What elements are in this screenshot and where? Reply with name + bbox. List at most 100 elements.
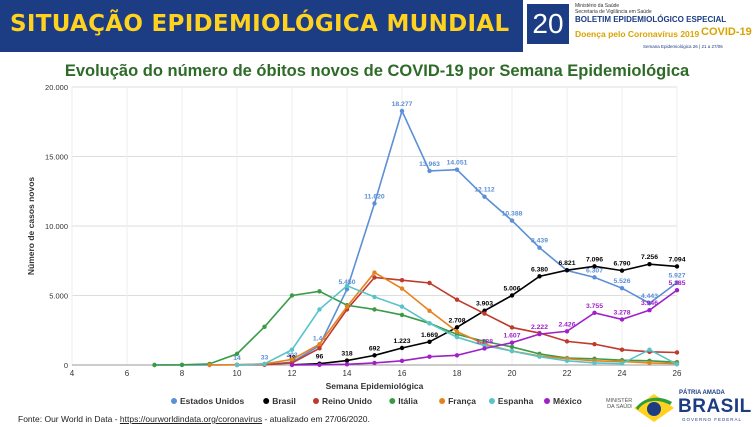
legend-marker [544, 398, 550, 404]
data-label: 3.755 [586, 303, 603, 310]
y-tick-label: 15.000 [45, 153, 68, 162]
x-axis-label: Semana Epidemiológica [326, 381, 424, 391]
brasil-wordmark: BRASIL [678, 396, 752, 417]
legend-marker [389, 398, 396, 404]
series-itália [152, 289, 680, 368]
data-point [399, 278, 405, 283]
deaths-line-chart: 0 5.000 10.000 15.000 20.000 4 6 8 10 12 14 16 18 20 2… [26, 83, 686, 406]
data-point [454, 325, 460, 330]
legend-marker [263, 398, 270, 404]
data-point [399, 345, 405, 351]
data-point [482, 194, 487, 199]
data-label: 5.450 [338, 279, 355, 286]
x-tick-label: 16 [398, 369, 407, 378]
data-point [509, 340, 515, 345]
legend-label: Espanha [498, 396, 534, 406]
y-axis-label: Número de casos novos [26, 177, 36, 276]
legend-label: França [448, 396, 476, 406]
bulletin-ministry-line2: Secretaria de Vigilância em Saúde [575, 9, 652, 15]
data-label: 5.927 [668, 273, 685, 280]
data-point [372, 201, 377, 206]
data-point [317, 289, 322, 294]
data-point [647, 307, 652, 313]
data-label: 6.307 [586, 267, 603, 274]
data-label: 1.607 [503, 333, 520, 340]
data-point [619, 361, 625, 366]
data-label: 10.388 [502, 211, 523, 218]
data-label: 5.526 [613, 278, 630, 285]
y-tick-label: 5.000 [49, 292, 68, 301]
data-label: 2.222 [531, 324, 548, 331]
data-point [289, 362, 295, 368]
data-label: 1.44 [313, 336, 326, 343]
y-tick-label: 20.000 [45, 83, 68, 92]
data-point [674, 287, 680, 293]
data-point [592, 275, 597, 280]
data-label: 1.188 [476, 338, 493, 345]
x-tick-label: 20 [508, 369, 517, 378]
series-brasil: 18963186921.2231.6692.7083.9035.0066.380… [288, 254, 686, 367]
header-bar: SITUAÇÃO EPIDEMIOLÓGICA MUNDIAL 20 Minis… [0, 0, 754, 52]
source-suffix: - atualizado em 27/06/2020. [262, 414, 370, 424]
legend-item: França [439, 396, 476, 406]
x-tick-label: 6 [125, 369, 130, 378]
data-label: 8.439 [531, 238, 548, 245]
data-point [482, 346, 487, 351]
data-point [537, 354, 542, 359]
data-label: 203 [286, 352, 298, 359]
legend-item: Itália [389, 396, 418, 406]
x-tick-label: 12 [288, 369, 297, 378]
data-point [592, 341, 597, 347]
data-label: 7.094 [668, 256, 685, 263]
data-point [537, 245, 542, 250]
legend-label: Itália [398, 396, 418, 406]
data-point [619, 285, 625, 291]
data-label: 3.946 [641, 300, 658, 307]
data-label: 14.051 [447, 160, 468, 167]
bulletin-badge: 20 Ministério da Saúde Secretaria de Vig… [523, 0, 754, 52]
data-point [234, 362, 240, 368]
x-tick-label: 4 [70, 369, 75, 378]
data-point [372, 353, 377, 358]
legend-marker [439, 398, 446, 404]
x-tick-label: 8 [180, 369, 185, 378]
data-point [344, 358, 350, 363]
data-label: 18.277 [392, 101, 413, 108]
data-point [509, 325, 515, 330]
data-point [372, 360, 377, 366]
x-tick-label: 24 [618, 369, 627, 378]
legend-label: México [553, 396, 582, 406]
data-point [372, 275, 377, 280]
data-point [344, 362, 350, 367]
data-point [179, 362, 185, 368]
data-point [647, 301, 652, 306]
data-point [289, 293, 295, 298]
y-tick-label: 0 [64, 361, 68, 370]
series-line [154, 290, 678, 366]
data-point [592, 264, 597, 269]
data-label: 13.963 [419, 161, 440, 168]
data-label: 33 [261, 355, 269, 362]
data-point [674, 362, 680, 367]
source-link[interactable]: https://ourworldindata.org/coronavirus [119, 414, 263, 424]
legend-item: Reino Unido [313, 396, 372, 406]
data-point [509, 293, 515, 298]
data-label: 5.385 [668, 280, 685, 287]
source-note: Fonte: Our World in Data - https://ourwo… [18, 414, 370, 424]
x-tick-label: 22 [563, 369, 572, 378]
series-frança [207, 270, 680, 368]
data-point [317, 307, 322, 312]
data-point [454, 329, 460, 334]
data-point [564, 339, 570, 344]
data-point [262, 324, 267, 329]
legend-label: Estados Unidos [180, 396, 245, 406]
x-tick-label: 26 [673, 369, 682, 378]
data-point [564, 358, 570, 364]
series-line [209, 271, 678, 366]
bulletin-ministry: Ministério da Saúde Secretaria de Vigilâ… [575, 3, 652, 15]
data-point [592, 310, 597, 316]
data-point [207, 362, 212, 368]
data-point [647, 261, 652, 267]
data-point [427, 339, 432, 345]
page-title: SITUAÇÃO EPIDEMIOLÓGICA MUNDIAL [10, 11, 510, 37]
